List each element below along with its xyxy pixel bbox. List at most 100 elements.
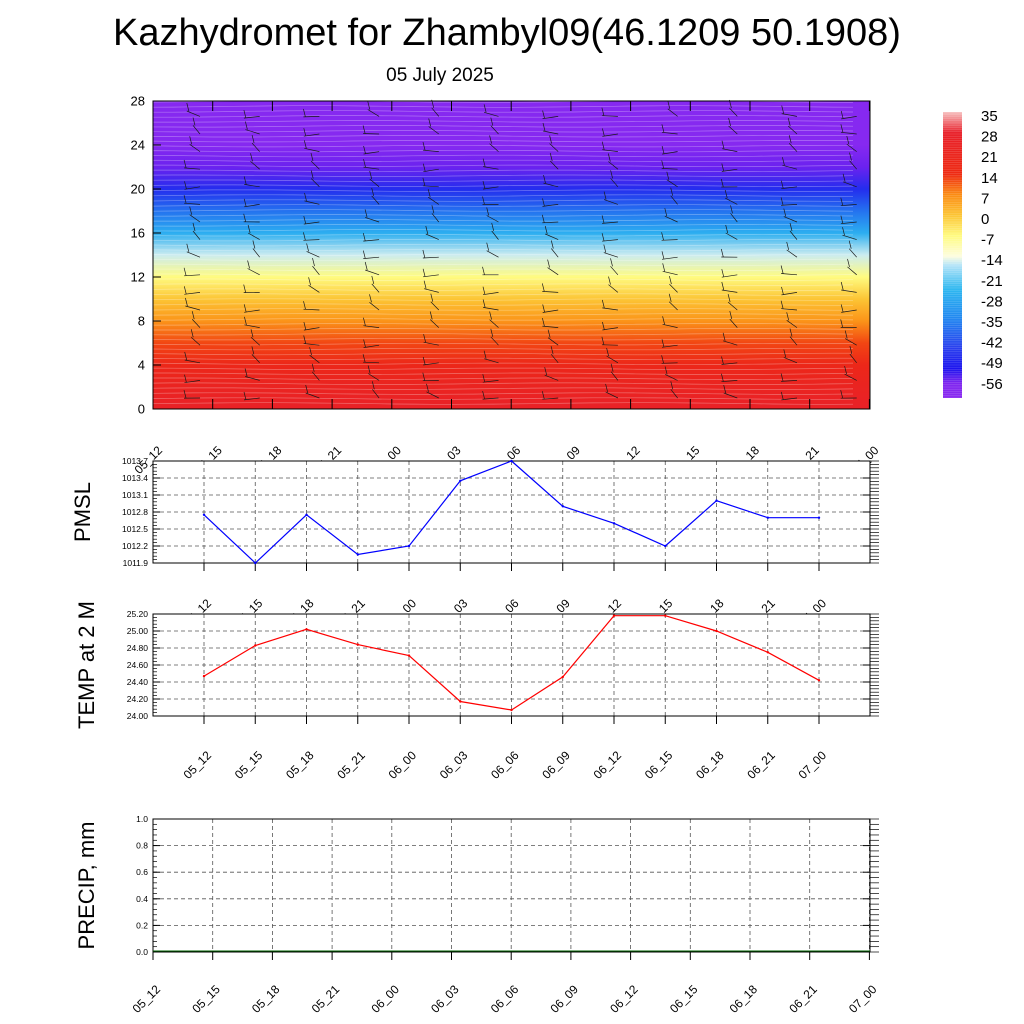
wind-barb — [725, 224, 738, 240]
contour-line — [152, 164, 854, 168]
wind-barb — [184, 374, 201, 384]
x-tick-label: 06_09 — [548, 982, 582, 1016]
contour-line — [152, 110, 854, 113]
y-tick-label: 1013.1 — [122, 490, 148, 500]
wind-barb — [303, 335, 320, 346]
contour-line — [152, 209, 854, 212]
y-tick-label: 1.0 — [136, 814, 148, 824]
colorbar-label: 21 — [981, 149, 998, 166]
wind-barb — [720, 178, 738, 188]
wind-barb — [840, 215, 857, 225]
wind-barb — [543, 175, 559, 188]
wind-barb — [312, 258, 320, 276]
x-tick-label: 05_18 — [283, 748, 317, 782]
wind-barb — [243, 110, 260, 119]
data-point — [305, 513, 308, 516]
wind-barb — [482, 374, 499, 383]
x-tick-label: 06_21 — [786, 982, 820, 1016]
colorbar-label: -7 — [981, 232, 994, 249]
y-tick-label: 4 — [138, 358, 145, 373]
x-tick-label: 06_06 — [488, 982, 522, 1016]
wind-barb — [541, 391, 559, 400]
data-point — [612, 522, 616, 525]
x-tick-label: 05_12 — [130, 982, 164, 1016]
x-tick-label: 06_06 — [488, 748, 522, 782]
contour-line — [152, 293, 854, 296]
wind-barb — [244, 316, 260, 328]
wind-barb — [724, 190, 738, 205]
wind-barb — [664, 208, 678, 223]
contour-line — [152, 248, 853, 252]
colorbar-label: -35 — [981, 314, 1003, 331]
wind-barb — [721, 163, 738, 172]
x-tick-label: 05_12 — [181, 748, 215, 782]
contour-line — [152, 392, 854, 395]
wind-barb — [303, 216, 320, 225]
wind-barb — [541, 214, 559, 224]
contour-line — [152, 189, 854, 192]
data-point — [817, 516, 821, 519]
colorbar: 35 28 21 14 7 0 -7 -14 -21 -28 -35 -42 -49 -56 — [943, 108, 1003, 399]
wind-barb — [669, 276, 678, 293]
wind-barb — [608, 276, 619, 293]
wind-barb — [549, 135, 559, 152]
wind-barb — [667, 100, 678, 117]
wind-barb — [308, 277, 320, 293]
wind-barb — [250, 329, 260, 346]
wind-barb — [483, 104, 499, 117]
wind-barb — [601, 299, 618, 311]
wind-barb — [787, 117, 798, 135]
wind-barb — [243, 176, 260, 188]
contour-line — [152, 140, 854, 143]
wind-barb — [303, 232, 320, 241]
wind-barb — [364, 209, 380, 223]
wind-barb — [840, 124, 857, 135]
wind-barb — [601, 233, 618, 242]
colorbar-label: -21 — [981, 273, 1003, 290]
wind-barb — [427, 189, 439, 205]
wind-barb — [547, 259, 559, 276]
wind-barb — [243, 391, 260, 401]
wind-barb — [662, 263, 678, 276]
data-point — [612, 614, 616, 617]
wind-barb — [661, 339, 678, 348]
wind-barb — [723, 384, 738, 399]
contour-line — [152, 268, 854, 271]
contour-line — [152, 397, 854, 400]
wind-barb — [183, 195, 201, 205]
wind-barb — [422, 268, 439, 278]
wind-barb — [303, 140, 320, 152]
wind-barb — [721, 356, 738, 365]
wind-barb — [544, 225, 559, 240]
contour-line — [152, 382, 854, 385]
x-tick-label: 06_21 — [744, 748, 778, 782]
wind-barb — [244, 368, 260, 381]
x-tick-label: 05_21 — [309, 982, 343, 1016]
wind-barb — [541, 283, 559, 293]
wind-barb — [422, 249, 439, 259]
contour-line — [152, 194, 854, 197]
wind-barb — [369, 170, 380, 188]
temp2m-panel: 24.00 24.20 24.40 24.60 24.80 25.00 25.20 05_12… — [74, 601, 879, 782]
data-point — [202, 674, 206, 678]
x-tick-label: 06_18 — [693, 748, 727, 782]
data-point — [664, 544, 667, 548]
y-tick-label: 25.00 — [127, 626, 149, 636]
wind-barb — [781, 286, 798, 296]
colorbar-label: -56 — [981, 376, 1003, 393]
wind-barb — [786, 312, 798, 328]
wind-barb — [842, 173, 857, 188]
wind-barb — [425, 225, 439, 240]
x-tick-label: 06_15 — [642, 748, 676, 782]
contour-line — [152, 258, 854, 262]
wind-barb — [367, 101, 380, 117]
colorbar-label: 28 — [981, 129, 998, 146]
wind-barb — [422, 142, 439, 152]
wind-barb — [840, 390, 857, 399]
wind-barb — [601, 215, 618, 224]
contour-line — [152, 214, 854, 217]
wind-barb — [186, 243, 201, 258]
wind-barb — [542, 198, 559, 207]
x-tick-label: 05_15 — [232, 748, 266, 782]
contour-line — [152, 149, 853, 153]
